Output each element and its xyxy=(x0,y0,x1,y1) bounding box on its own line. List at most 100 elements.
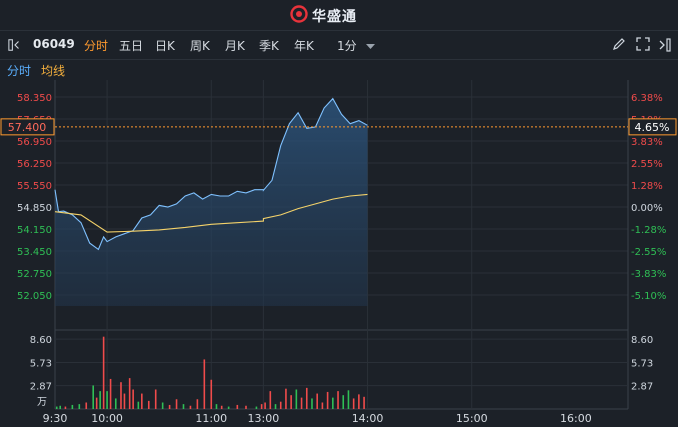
volume-bar xyxy=(154,389,157,409)
volume-bar xyxy=(215,404,218,409)
interval-value: 1分 xyxy=(337,39,357,53)
x-tick-label: 10:00 xyxy=(91,412,123,425)
draw-pen-icon[interactable] xyxy=(612,37,626,51)
x-tick-label: 9:30 xyxy=(43,412,68,425)
volume-bar xyxy=(168,404,171,409)
volume-bar xyxy=(114,398,117,409)
y-left-tick-label: 52.750 xyxy=(17,269,52,280)
volume-bar xyxy=(196,399,199,409)
volume-bar xyxy=(182,404,185,409)
volume-bar xyxy=(305,387,308,409)
volume-bar xyxy=(352,398,355,409)
brand-name: 华盛通 xyxy=(312,9,357,25)
volume-bar xyxy=(78,404,81,409)
series-label-avg[interactable]: 均线 xyxy=(41,64,66,78)
volume-bar xyxy=(106,391,108,409)
stock-code: 06049 xyxy=(33,37,75,51)
vol-tick-label-right: 2.87 xyxy=(631,382,653,393)
pct-badge-box xyxy=(628,118,677,136)
volume-bar xyxy=(326,391,329,409)
volume-bar xyxy=(321,402,324,409)
series-label-intraday[interactable]: 分时 xyxy=(7,64,32,78)
y-right-tick-label: -2.55% xyxy=(631,247,666,258)
vol-tick-label-right: 8.60 xyxy=(631,335,653,346)
y-right-tick-label: -5.10% xyxy=(631,291,666,302)
volume-bar xyxy=(347,390,350,409)
price-line xyxy=(54,97,368,251)
tab-five-day[interactable]: 五日 xyxy=(119,39,144,53)
y-right-tick-label: -1.28% xyxy=(631,225,666,236)
brand-logo-icon xyxy=(290,5,308,23)
y-right-tick-label: 3.83% xyxy=(631,137,663,148)
chevron-down-icon xyxy=(366,43,376,49)
volume-bar xyxy=(269,391,272,409)
volume-bar xyxy=(285,388,287,409)
y-left-tick-label: 54.850 xyxy=(17,203,52,214)
volume-bar xyxy=(147,400,150,409)
volume-bar xyxy=(55,406,58,409)
volume-bar xyxy=(264,402,266,409)
avg-line xyxy=(54,193,368,233)
x-tick-label: 14:00 xyxy=(352,412,384,425)
volume-bar xyxy=(245,405,247,409)
volume-bar xyxy=(342,395,345,409)
tab-year-k[interactable]: 年K xyxy=(294,39,314,53)
volume-bar xyxy=(227,406,230,409)
fullscreen-icon[interactable] xyxy=(636,37,650,51)
tab-intraday[interactable]: 分时 xyxy=(84,39,109,53)
volume-bar xyxy=(220,405,223,409)
volume-bar xyxy=(85,402,88,409)
volume-bar xyxy=(59,405,62,409)
collapse-sidebar-icon[interactable] xyxy=(8,38,22,52)
toolbar: 06049 分时 五日 日K 周K 月K 季K 年K 1分 xyxy=(0,31,678,60)
volume-bar xyxy=(128,378,131,409)
pct-badge: 4.65% xyxy=(635,121,670,134)
tab-week-k[interactable]: 周K xyxy=(190,39,210,53)
y-right-tick-label: 6.38% xyxy=(631,93,663,104)
volume-bar xyxy=(132,389,134,409)
volume-bar xyxy=(102,336,105,409)
volume-bar xyxy=(71,404,74,409)
volume-bar xyxy=(290,395,292,409)
volume-bar xyxy=(316,393,318,409)
y-left-tick-label: 55.550 xyxy=(17,181,52,192)
tab-day-k[interactable]: 日K xyxy=(155,39,175,53)
volume-bar xyxy=(279,401,282,409)
y-right-tick-label: 1.28% xyxy=(631,181,663,192)
volume-bar xyxy=(337,391,339,409)
volume-bar xyxy=(274,404,277,409)
interval-select[interactable]: 1分 xyxy=(337,37,376,54)
brand: 华盛通 xyxy=(290,5,357,26)
volume-bar xyxy=(358,394,360,409)
x-tick-label: 15:00 xyxy=(456,412,488,425)
panel-toggle-icon[interactable] xyxy=(658,38,672,52)
tab-quarter-k[interactable]: 季K xyxy=(259,39,279,53)
volume-bar xyxy=(311,398,313,409)
volume-bar xyxy=(123,393,126,409)
x-tick-label: 13:00 xyxy=(248,412,280,425)
volume-bar xyxy=(95,397,98,409)
volume-bar xyxy=(295,389,298,409)
volume-bar xyxy=(300,397,303,409)
volume-bar xyxy=(203,359,206,409)
volume-bar xyxy=(332,397,334,409)
y-left-tick-label: 54.150 xyxy=(17,225,52,236)
tab-month-k[interactable]: 月K xyxy=(225,39,245,53)
volume-bar xyxy=(92,385,94,409)
volume-bar xyxy=(189,405,192,409)
volume-bar xyxy=(109,378,112,409)
y-left-tick-label: 53.450 xyxy=(17,247,52,258)
y-left-tick-label: 56.950 xyxy=(17,137,52,148)
volume-bar xyxy=(161,402,164,409)
y-right-tick-label: -3.83% xyxy=(631,269,666,280)
x-tick-label: 11:00 xyxy=(195,412,227,425)
vol-unit-label: 万 xyxy=(37,397,47,408)
vol-tick-label-left: 5.73 xyxy=(30,358,52,369)
volume-bar xyxy=(175,399,178,409)
y-left-tick-label: 58.350 xyxy=(17,93,52,104)
volume-bar xyxy=(255,406,258,409)
y-right-tick-label: 2.55% xyxy=(631,159,663,170)
indicator-bar: 分时 均线 xyxy=(0,60,678,80)
